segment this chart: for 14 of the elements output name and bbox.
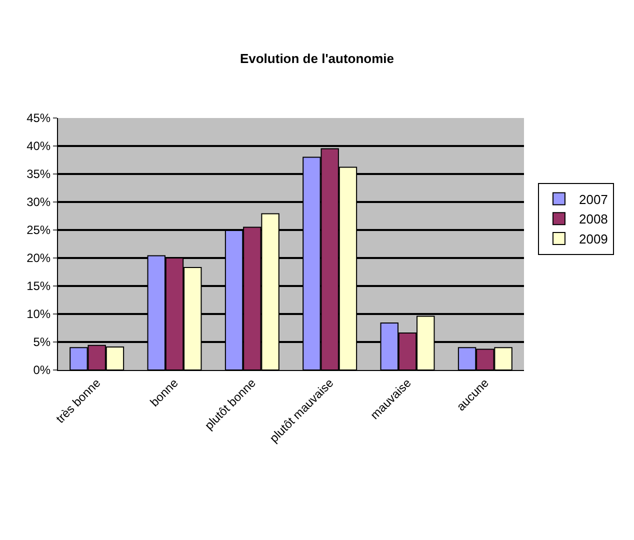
legend-label: 2008	[578, 212, 608, 227]
y-tick-label: 25%	[26, 223, 51, 238]
legend-label: 2007	[578, 192, 608, 207]
y-tick-label: 15%	[26, 279, 51, 294]
chart-title: Evolution de l'autonomie	[240, 51, 394, 66]
y-tick-label: 30%	[26, 195, 51, 210]
y-tick-label: 0%	[33, 363, 51, 378]
y-tick-label: 35%	[26, 167, 51, 182]
y-tick-label: 20%	[26, 251, 51, 266]
y-tick-label: 5%	[33, 335, 51, 350]
y-tick-label: 45%	[26, 111, 51, 126]
legend-label: 2009	[578, 232, 608, 247]
y-tick-label: 40%	[26, 139, 51, 154]
y-tick-label: 10%	[26, 307, 51, 322]
